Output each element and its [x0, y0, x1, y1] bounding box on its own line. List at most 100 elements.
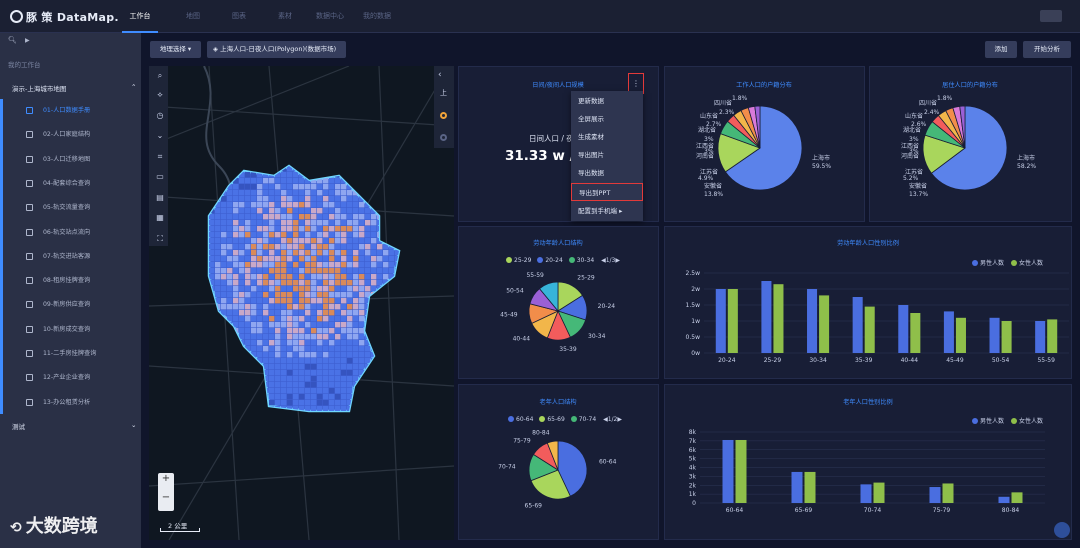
- layer-toggle-off[interactable]: [440, 134, 447, 141]
- sidebar-item[interactable]: 07-轨交进站客源: [4, 246, 141, 267]
- map-road: [149, 465, 454, 487]
- heat-cell: [245, 340, 251, 346]
- sidebar-item[interactable]: 02-人口家庭结构: [4, 124, 141, 145]
- user-avatar[interactable]: [1040, 10, 1062, 22]
- menu-export-data[interactable]: 导出数据: [578, 169, 604, 177]
- add-button[interactable]: 添加: [985, 41, 1017, 58]
- legend-next-icon[interactable]: ▶: [615, 257, 620, 264]
- heat-cell: [269, 298, 275, 304]
- heat-cell: [287, 376, 293, 382]
- heat-cell: [251, 274, 257, 280]
- sidebar-item[interactable]: 04-配套综合查询: [4, 173, 141, 194]
- legend-prev-icon[interactable]: ◀: [603, 416, 608, 423]
- chevron-down-small-icon[interactable]: ⌄: [156, 131, 164, 140]
- heat-cell: [347, 292, 353, 298]
- legend-next-icon[interactable]: ▶: [617, 416, 622, 423]
- crop-icon[interactable]: ⌗: [157, 152, 163, 161]
- heat-cell: [341, 184, 347, 190]
- sidebar-item[interactable]: 08-租房挂牌查询: [4, 270, 141, 291]
- geo-select-dropdown[interactable]: 地理选择 ▾: [150, 41, 201, 58]
- fullscreen-icon[interactable]: ⛶: [157, 234, 163, 243]
- sidebar-item[interactable]: 12-产业企业查询: [4, 367, 141, 388]
- heat-cell: [353, 268, 359, 274]
- heat-cell: [311, 376, 317, 382]
- menu-generate-asset[interactable]: 生成素材: [578, 133, 604, 141]
- heat-cell: [215, 184, 221, 190]
- sidebar-item[interactable]: 05-轨交流量查询: [4, 197, 141, 218]
- heat-cell: [317, 208, 323, 214]
- sidebar-item[interactable]: 06-轨交站点流向: [4, 222, 141, 243]
- heat-cell: [263, 178, 269, 184]
- sidebar-item[interactable]: 11-二手房挂牌查询: [4, 343, 141, 364]
- sidebar-item[interactable]: 10-新房成交查询: [4, 319, 141, 340]
- ruler-icon[interactable]: ▭: [156, 172, 164, 181]
- sidebar-item[interactable]: 13-办公租赁分析: [4, 392, 141, 413]
- heat-cell: [299, 178, 305, 184]
- sidebar-item[interactable]: 09-新房供应查询: [4, 294, 141, 315]
- nav-data-center[interactable]: 数据中心: [316, 12, 344, 20]
- legend-prev-icon[interactable]: ◀: [601, 257, 606, 264]
- heat-cell: [323, 412, 328, 417]
- zoom-out-button[interactable]: −: [161, 492, 171, 503]
- heat-cell: [245, 196, 251, 202]
- bar-male: [715, 289, 726, 353]
- heat-cell: [233, 304, 239, 310]
- heat-cell: [305, 250, 311, 256]
- heat-cell: [269, 364, 275, 370]
- app-logo[interactable]: 豚 策 DataMap.: [10, 9, 119, 25]
- layers-icon[interactable]: ▤: [156, 193, 164, 202]
- layer-toggle-on[interactable]: [440, 112, 447, 119]
- start-analysis-button[interactable]: 开始分析: [1023, 41, 1071, 58]
- heat-cell: [209, 388, 215, 394]
- heat-cell: [281, 280, 287, 286]
- heat-cell: [353, 412, 358, 417]
- heat-cell: [299, 274, 305, 280]
- heat-cell: [263, 412, 268, 417]
- heat-cell: [287, 244, 293, 250]
- heat-cell: [263, 238, 269, 244]
- sidebar-item[interactable]: 03-人口迁移地图: [4, 149, 141, 170]
- sidebar-item[interactable]: 01-人口数据手册: [4, 100, 141, 121]
- lasso-icon[interactable]: ⟡: [157, 90, 163, 99]
- heat-cell: [239, 316, 245, 322]
- heat-cell: [215, 412, 220, 417]
- heat-cell: [269, 250, 275, 256]
- heat-cell: [329, 328, 335, 334]
- clock-icon[interactable]: ◷: [156, 111, 164, 120]
- heat-cell: [395, 376, 399, 382]
- layer-chip[interactable]: ◈ 上海人口-日夜人口(Polygon)(数据市场): [207, 41, 346, 58]
- heat-cell: [347, 268, 353, 274]
- collapse-left-icon[interactable]: ‹: [438, 70, 442, 80]
- heat-cell: [395, 340, 399, 346]
- map-canvas[interactable]: [149, 66, 454, 540]
- menu-fullscreen[interactable]: 全屏展示: [578, 115, 604, 123]
- zoom-search-icon[interactable]: ⌕: [157, 71, 163, 80]
- nav-assets[interactable]: 素材: [278, 12, 292, 20]
- heat-cell: [257, 184, 263, 190]
- zoom-in-button[interactable]: +: [161, 473, 171, 484]
- heat-cell: [305, 352, 311, 358]
- menu-refresh-data[interactable]: 更新数据: [578, 97, 604, 105]
- heat-cell: [347, 274, 353, 280]
- sidebar-group-test[interactable]: 测试 ⌄: [12, 421, 137, 431]
- map-type-icon[interactable]: ▦: [156, 213, 164, 222]
- heat-cell: [209, 172, 215, 178]
- nav-charts[interactable]: 图表: [232, 12, 246, 20]
- map-side-label[interactable]: 上: [440, 89, 447, 97]
- nav-my-data[interactable]: 我的数据: [363, 12, 391, 20]
- help-chat-button[interactable]: [1054, 522, 1070, 538]
- menu-export-ppt[interactable]: 导出到PPT: [571, 183, 643, 201]
- menu-export-image[interactable]: 导出图片: [578, 151, 604, 159]
- play-icon[interactable]: ▶: [24, 37, 30, 44]
- heat-cell: [245, 292, 251, 298]
- sidebar-group-demo[interactable]: 演示-上海城市地图 ⌃: [12, 83, 137, 93]
- logo-icon: [10, 10, 23, 23]
- menu-mobile-config[interactable]: 配置到手机端 ▸: [578, 207, 623, 215]
- bar-female: [727, 289, 738, 353]
- search-icon[interactable]: 🔍︎: [8, 36, 17, 44]
- heat-cell: [377, 400, 383, 406]
- nav-map[interactable]: 地图: [186, 12, 200, 20]
- nav-workbench[interactable]: 工作台: [122, 0, 158, 33]
- heat-cell: [209, 352, 215, 358]
- heat-cell: [383, 334, 389, 340]
